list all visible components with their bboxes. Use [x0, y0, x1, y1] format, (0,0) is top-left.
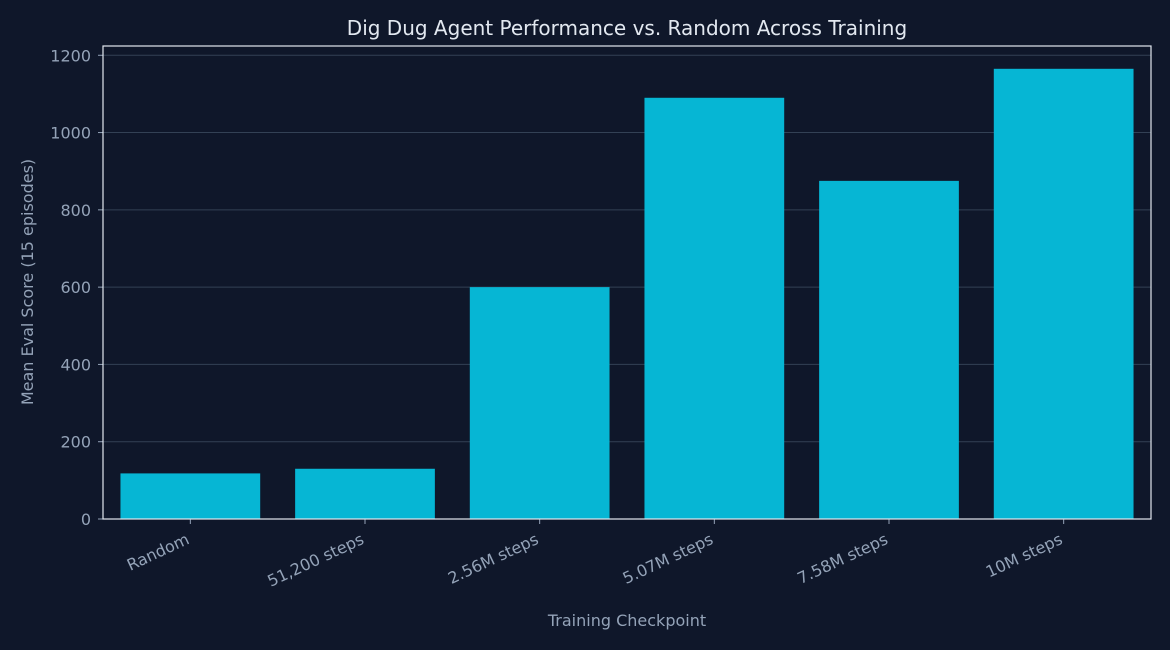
y-tick-label: 800	[60, 201, 91, 220]
bar-layer	[120, 68, 1134, 520]
x-tick-label: Random	[124, 529, 192, 574]
bar	[295, 468, 435, 519]
x-tick-label: 2.56M steps	[445, 529, 541, 587]
y-tick-label: 600	[60, 278, 91, 297]
x-tick-label: 51,200 steps	[264, 529, 366, 590]
chart-title: Dig Dug Agent Performance vs. Random Acr…	[347, 16, 907, 40]
x-axis-label: Training Checkpoint	[547, 611, 706, 630]
y-tick-label: 200	[60, 433, 91, 452]
x-tick-label: 5.07M steps	[620, 529, 716, 587]
bar	[819, 180, 959, 520]
x-tick-label: 7.58M steps	[794, 529, 890, 587]
grid-layer	[103, 54, 1151, 520]
y-tick-label: 0	[81, 510, 91, 529]
y-tick-label: 1000	[50, 124, 91, 143]
bar	[644, 97, 785, 519]
bar	[120, 473, 261, 519]
y-axis-label: Mean Eval Score (15 episodes)	[18, 159, 37, 405]
bar	[993, 68, 1134, 519]
plot-frame	[102, 45, 1152, 520]
x-tick-label: 10M steps	[983, 529, 1066, 581]
bar	[469, 287, 610, 519]
y-tick-label: 400	[60, 355, 91, 374]
y-tick-label: 1200	[50, 46, 91, 65]
